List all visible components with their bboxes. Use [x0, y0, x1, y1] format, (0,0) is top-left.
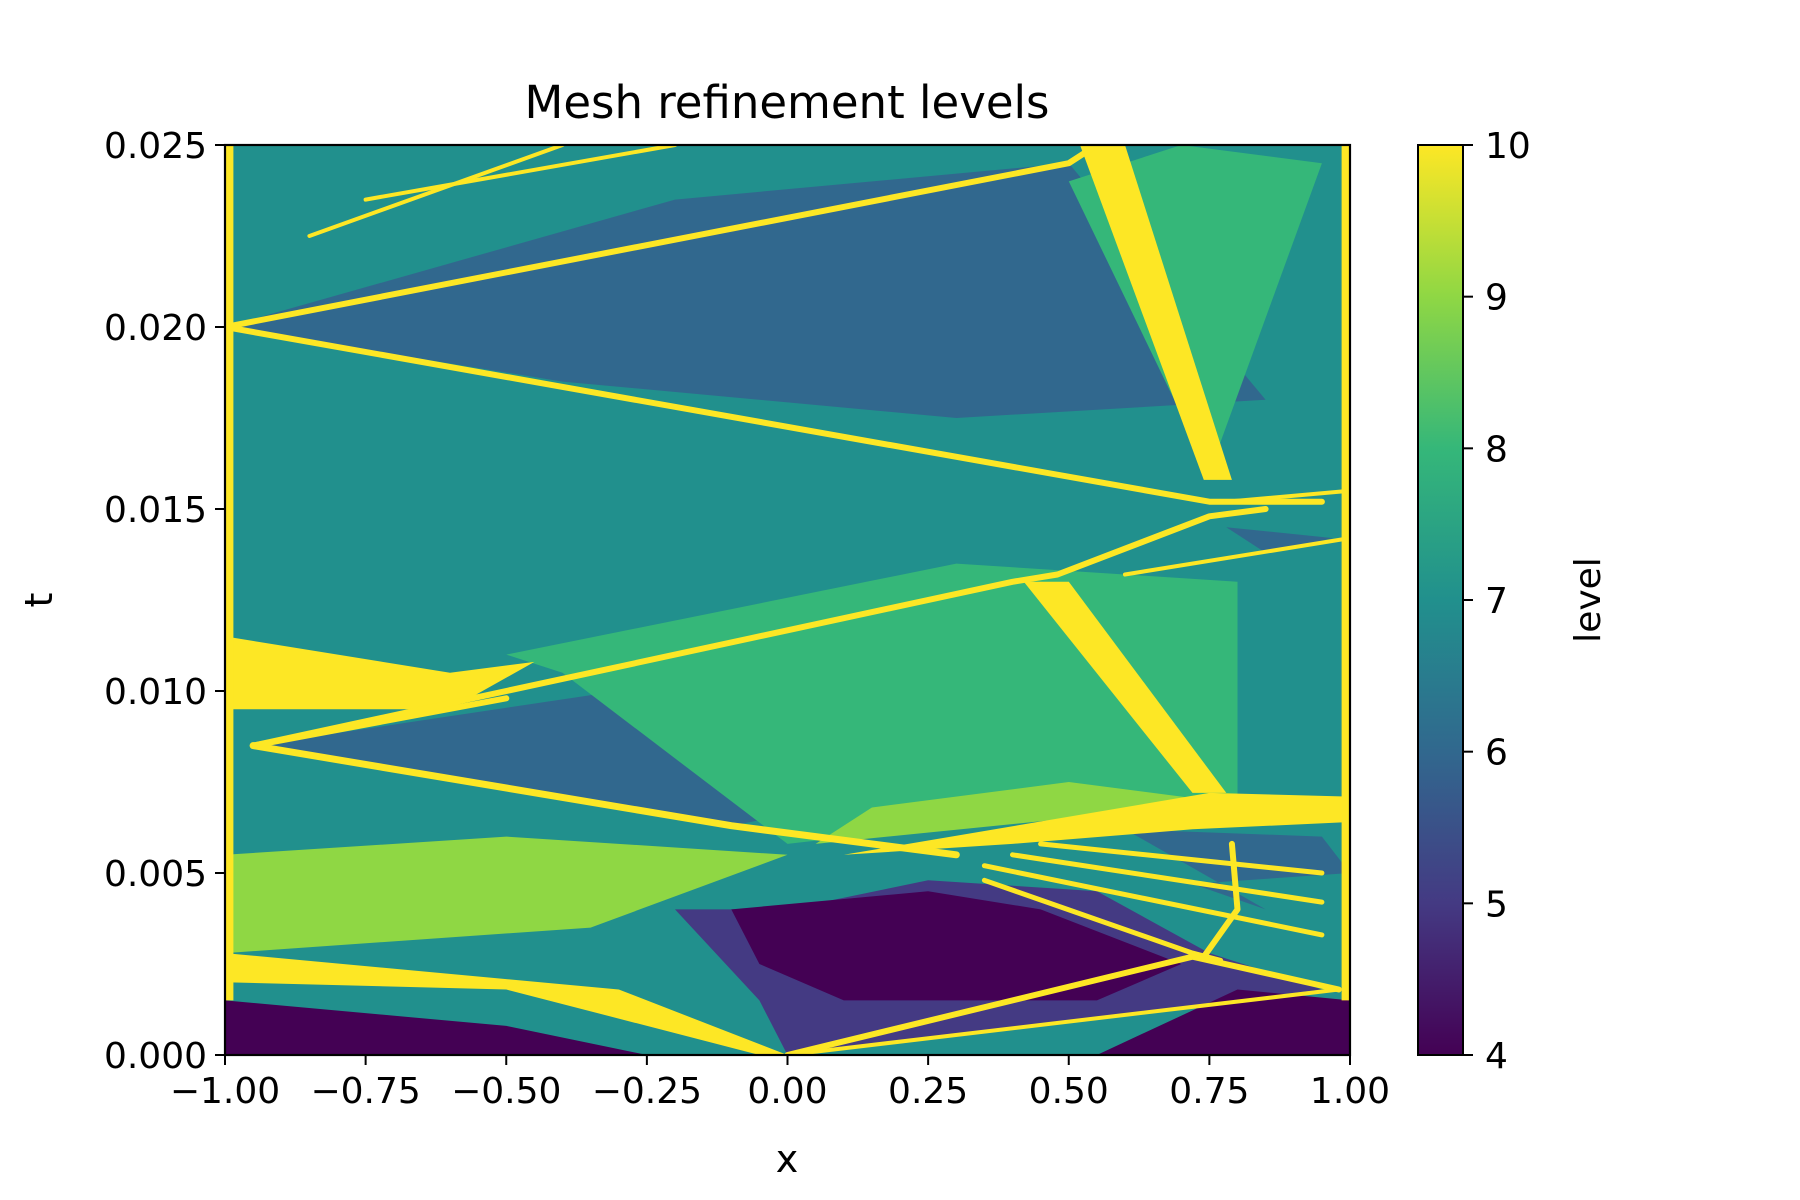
heatmap-line-shock-13	[1200, 840, 1241, 960]
heatmap-region-bottom-right-coarse	[1096, 989, 1350, 1055]
x-tick-label: −0.75	[310, 1071, 420, 1112]
heatmap-line-shock-10	[981, 863, 1325, 938]
colorbar-tick-label: 10	[1485, 126, 1531, 167]
heatmap-region-right-edge-fine	[1341, 145, 1350, 1001]
heatmap-line-shock-12	[1038, 841, 1325, 876]
x-tick-label: −0.50	[451, 1071, 561, 1112]
colorbar-tick-label: 5	[1485, 884, 1508, 925]
heatmap-line-shock-0	[249, 742, 960, 859]
heatmap-region-center-green-band	[506, 563, 1238, 844]
heatmap-region-right-upper-coarse	[1226, 527, 1334, 553]
heatmap-shock-lines	[225, 145, 1350, 1055]
y-tick-label: 0.015	[104, 490, 207, 531]
heatmap-line-shock-9	[981, 877, 1224, 963]
heatmap-line-shock-8	[785, 987, 1341, 1055]
heatmap-region-left-edge-fine	[225, 145, 234, 1001]
heatmap-region-right-band-coarse	[1125, 829, 1350, 910]
y-tick-label: 0.005	[104, 854, 207, 895]
y-tick-label: 0.000	[104, 1036, 207, 1077]
y-axis: 0.000 0.005 0.010 0.015 0.020 0.025	[104, 126, 225, 1077]
heatmap-region-right-horizontal-band	[843, 792, 1350, 855]
heatmap-region-center-lime-band	[815, 782, 1210, 844]
x-tick-label: −1.00	[170, 1071, 280, 1112]
heatmap-line-shock-6	[363, 145, 677, 202]
colorbar: 4 5 6 7 8 9 10 level	[1417, 126, 1609, 1077]
y-tick-label: 0.010	[104, 672, 207, 713]
heatmap-region-upper-right-shock-band	[1080, 145, 1232, 480]
colorbar-tick-label: 9	[1485, 278, 1508, 319]
heatmap-region-bottom-yellow-wedge	[225, 953, 788, 1055]
heatmap-line-shock-7	[784, 953, 1342, 1055]
heatmap-line-shock-15	[1224, 488, 1350, 504]
heatmap-line-shock-4	[225, 324, 1325, 505]
colorbar-ticks: 4 5 6 7 8 9 10	[1463, 126, 1531, 1077]
heatmap-region-upper-left-coarse	[225, 163, 1266, 418]
x-tick-label: 0.00	[747, 1071, 827, 1112]
heatmap-regions	[225, 145, 1350, 1055]
x-tick-label: 0.50	[1029, 1071, 1109, 1112]
heatmap-line-shock-5	[307, 145, 565, 238]
heatmap-region-bottom-left-coarse	[225, 1000, 647, 1055]
heatmap-line-shock-3	[225, 145, 1100, 330]
heatmap-line-shock-14	[1123, 536, 1350, 577]
colorbar-tick-label: 4	[1485, 1036, 1508, 1077]
x-tick-label: −0.25	[592, 1071, 702, 1112]
heatmap-region-left-green-wedge	[225, 836, 788, 954]
x-axis-label: x	[776, 1137, 799, 1181]
y-tick-label: 0.020	[104, 308, 207, 349]
heatmap-region-mid-right-shock-band	[1023, 581, 1227, 793]
colorbar-label: level	[1568, 557, 1609, 643]
plot-area	[223, 143, 1352, 1057]
x-tick-label: 0.25	[888, 1071, 968, 1112]
colorbar-tick-label: 6	[1485, 733, 1508, 774]
heatmap-line-shock-11	[1010, 852, 1325, 905]
x-tick-label: 1.00	[1310, 1071, 1390, 1112]
colorbar-tick-label: 8	[1485, 429, 1508, 470]
x-axis: −1.00 −0.75 −0.50 −0.25 0.00 0.25 0.50 0.75 1.00	[170, 1055, 1390, 1112]
colorbar-tick-label: 7	[1485, 581, 1508, 622]
chart-title: Mesh refinement levels	[525, 76, 1050, 129]
heatmap-region-left-yellow-slab	[225, 636, 535, 710]
heatmap-line-shock-2	[250, 506, 1269, 749]
colorbar-body	[1418, 145, 1463, 1055]
heatmap-region-bottom-center-coarsest	[731, 891, 1182, 1001]
x-tick-label: 0.75	[1169, 1071, 1249, 1112]
y-tick-label: 0.025	[104, 126, 207, 167]
y-axis-label: t	[17, 593, 61, 608]
